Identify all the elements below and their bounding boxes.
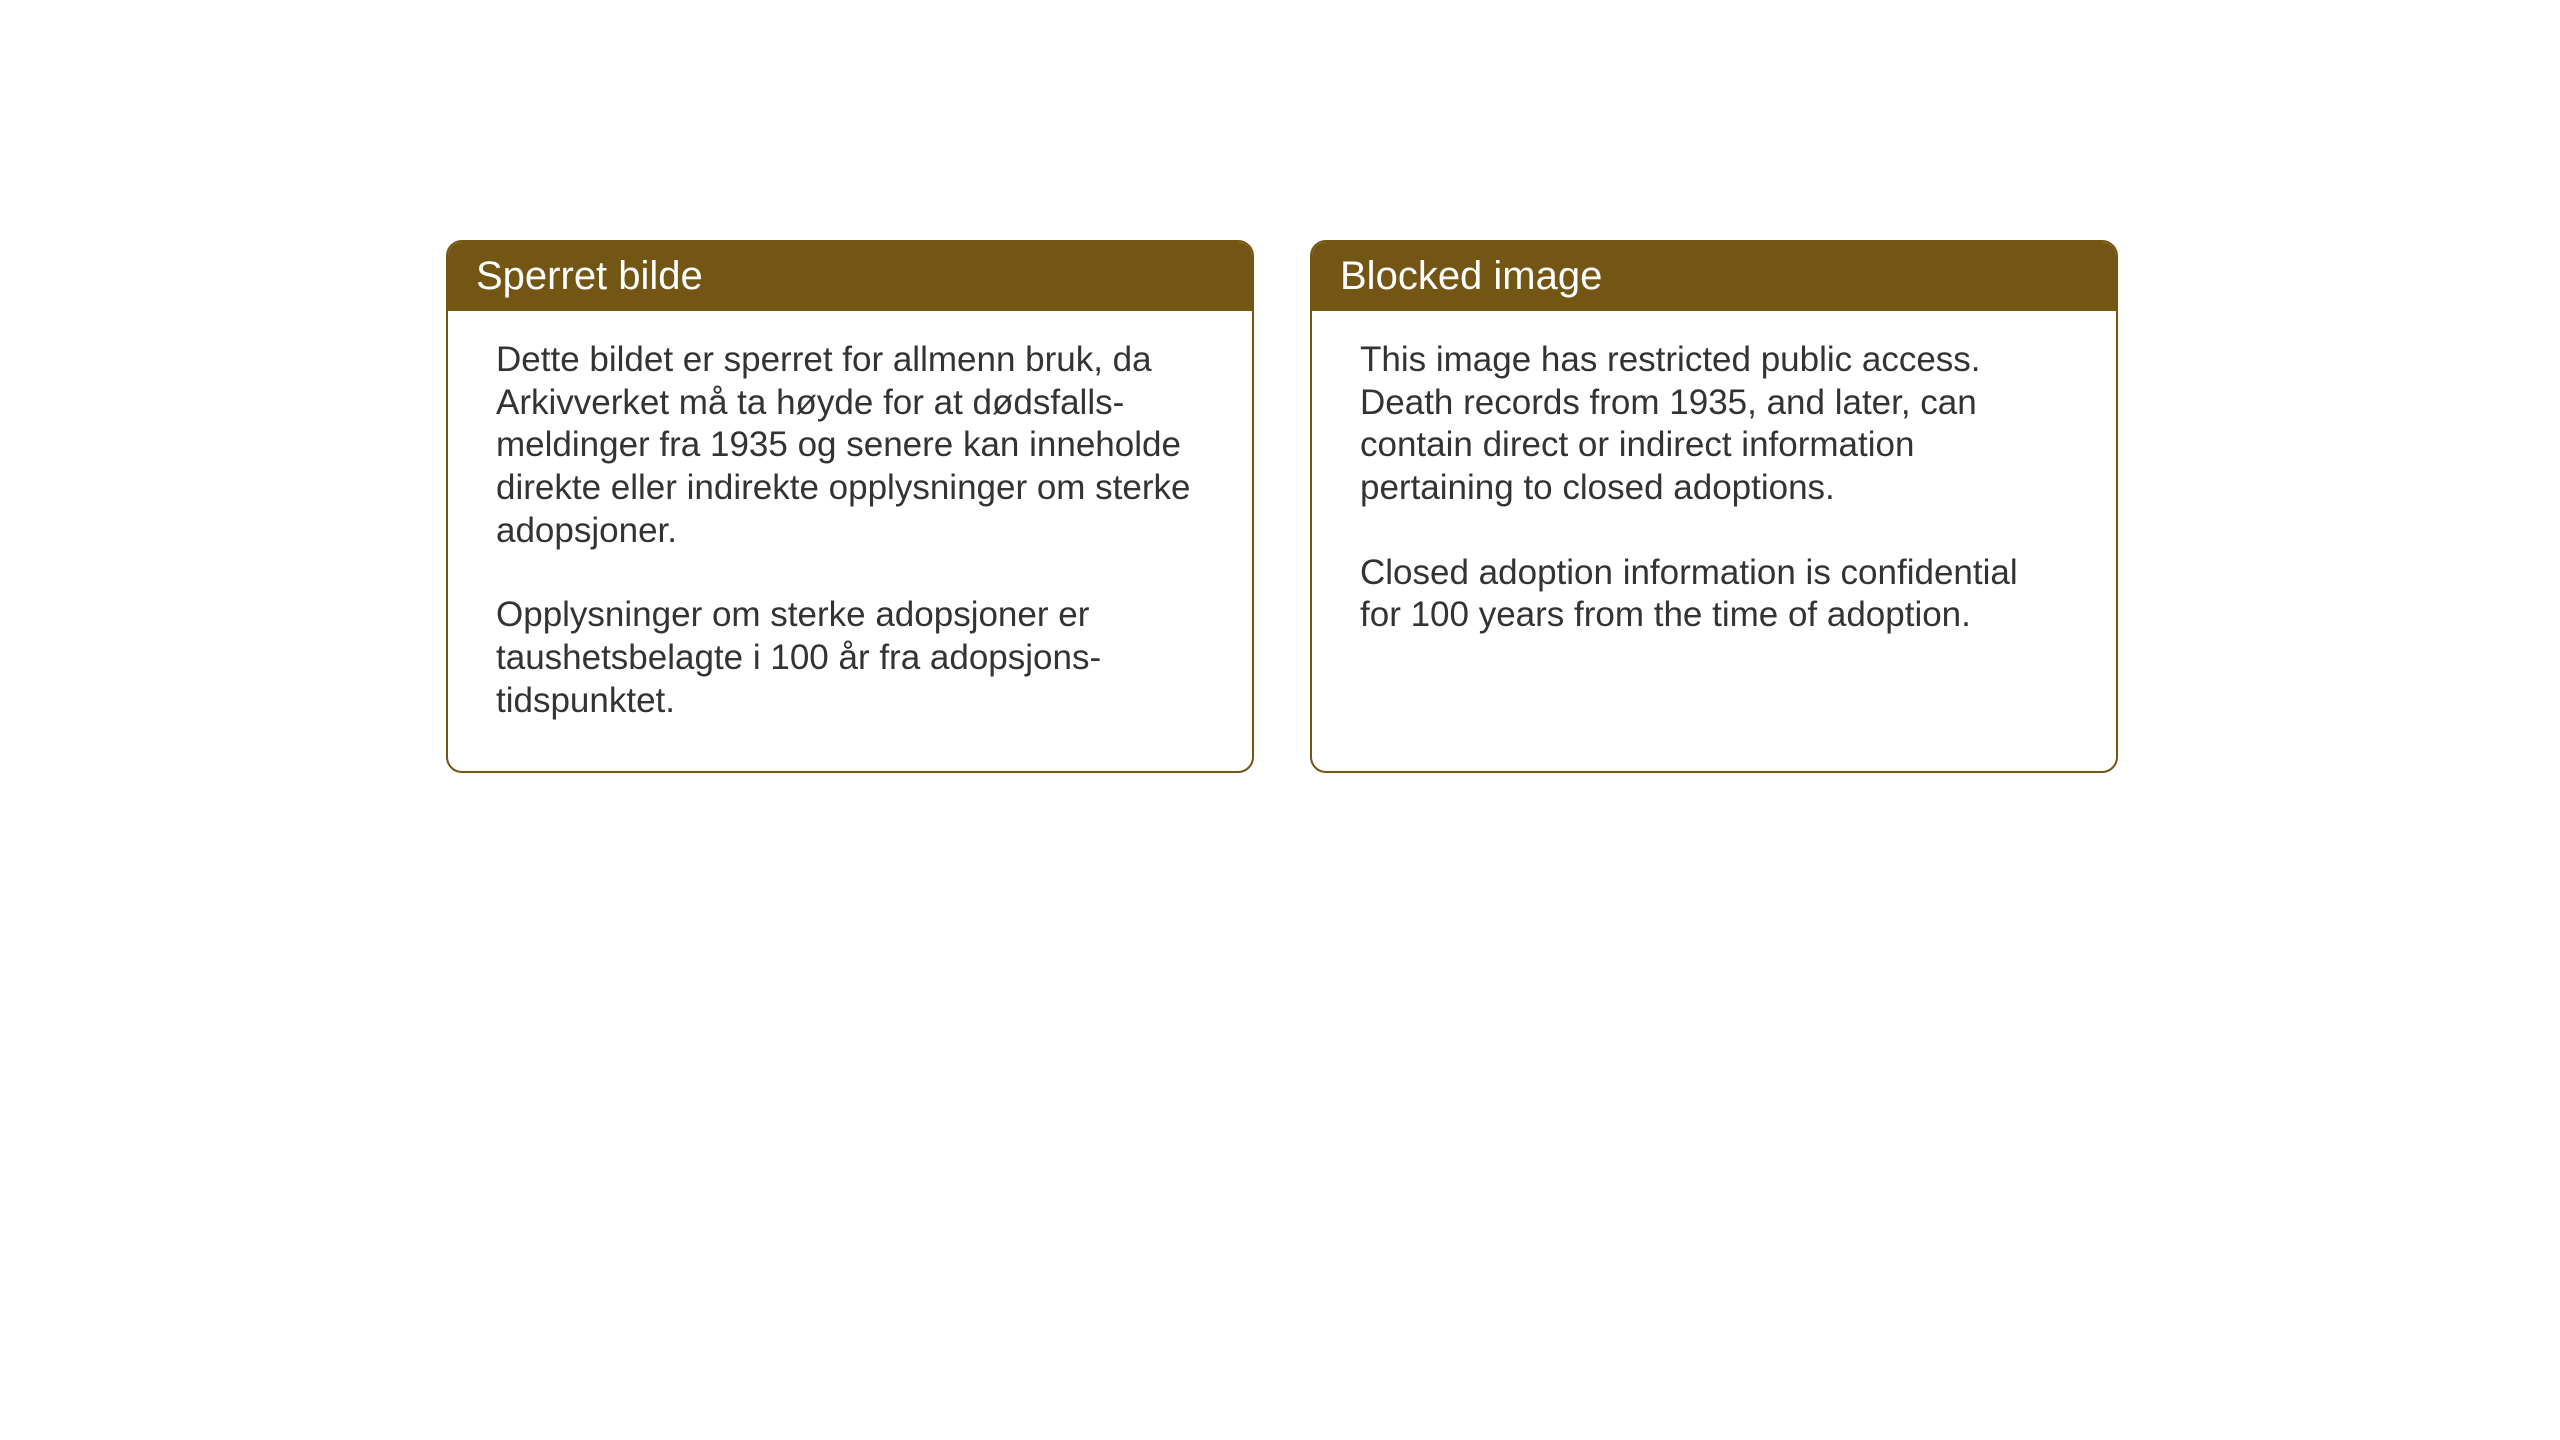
english-paragraph-2: Closed adoption information is confident…: [1360, 552, 2068, 637]
english-card: Blocked image This image has restricted …: [1310, 240, 2118, 773]
norwegian-card: Sperret bilde Dette bildet er sperret fo…: [446, 240, 1254, 773]
norwegian-card-title: Sperret bilde: [476, 254, 703, 298]
english-card-title: Blocked image: [1340, 254, 1602, 298]
english-card-header: Blocked image: [1312, 242, 2116, 311]
english-card-body: This image has restricted public access.…: [1312, 311, 2116, 685]
norwegian-paragraph-2: Opplysninger om sterke adopsjoner er tau…: [496, 594, 1204, 722]
cards-container: Sperret bilde Dette bildet er sperret fo…: [446, 240, 2118, 773]
norwegian-card-body: Dette bildet er sperret for allmenn bruk…: [448, 311, 1252, 771]
english-paragraph-1: This image has restricted public access.…: [1360, 339, 2068, 510]
norwegian-card-header: Sperret bilde: [448, 242, 1252, 311]
norwegian-paragraph-1: Dette bildet er sperret for allmenn bruk…: [496, 339, 1204, 552]
